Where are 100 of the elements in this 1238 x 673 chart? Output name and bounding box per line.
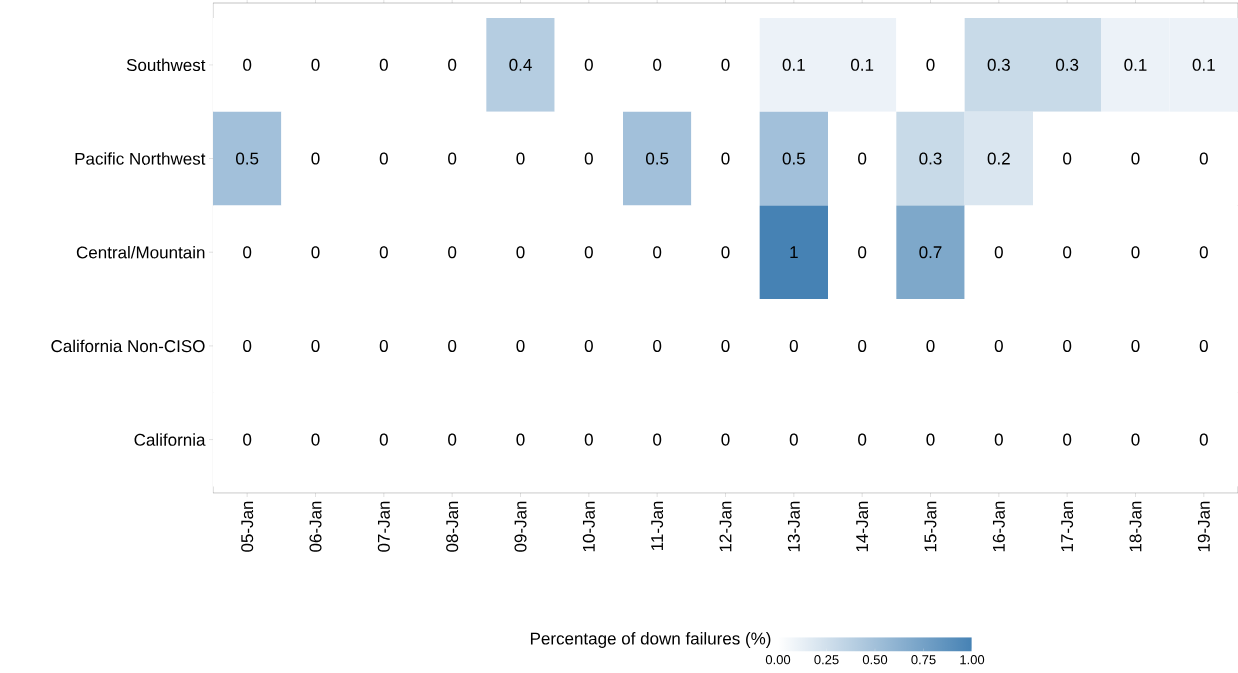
data-label: 0 bbox=[858, 246, 867, 259]
data-label: 0 bbox=[311, 58, 320, 71]
y-tick-label: Central/Mountain bbox=[76, 245, 205, 259]
data-label: 0 bbox=[243, 433, 252, 446]
x-tick-label: 10-Jan bbox=[582, 501, 595, 552]
data-label: 1 bbox=[790, 246, 798, 259]
x-tick-label: 12-Jan bbox=[719, 501, 732, 552]
data-label: 0.1 bbox=[851, 58, 874, 71]
data-label: 0 bbox=[858, 433, 867, 446]
x-tick-label: 06-Jan bbox=[309, 501, 322, 552]
data-label: 0.2 bbox=[987, 152, 1010, 165]
data-label: 0 bbox=[243, 246, 252, 259]
y-tick-label: California bbox=[134, 433, 206, 446]
color-bar-label: 0.75 bbox=[911, 655, 936, 665]
data-label: 0 bbox=[379, 433, 388, 446]
color-bar-label: 1.00 bbox=[960, 655, 985, 665]
x-tick-label: 15-Jan bbox=[924, 501, 937, 552]
data-label: 0 bbox=[1199, 152, 1208, 165]
data-label: 0 bbox=[1131, 152, 1140, 165]
data-label: 0 bbox=[584, 152, 593, 165]
data-label: 0 bbox=[994, 433, 1003, 446]
data-label: 0 bbox=[243, 339, 252, 352]
x-tick-label: 19-Jan bbox=[1197, 501, 1210, 552]
x-tick-label: 11-Jan bbox=[651, 501, 664, 550]
data-label: 0 bbox=[1199, 246, 1208, 259]
x-tick-label: 07-Jan bbox=[377, 501, 390, 552]
data-label: 0 bbox=[1063, 152, 1072, 165]
x-tick-label: 16-Jan bbox=[992, 501, 1005, 552]
data-label: 0 bbox=[721, 246, 730, 259]
data-label: 0 bbox=[721, 433, 730, 446]
y-tick-label: Southwest bbox=[126, 58, 206, 72]
x-tick-label: 17-Jan bbox=[1061, 501, 1074, 552]
color-bar-title: Percentage of down failures (%) bbox=[530, 632, 771, 648]
data-label: 0 bbox=[1199, 433, 1208, 446]
data-label: 0 bbox=[448, 246, 457, 259]
data-label: 0.1 bbox=[1124, 58, 1147, 71]
data-label: 0 bbox=[584, 246, 593, 259]
data-label: 0 bbox=[516, 246, 525, 259]
data-label: 0 bbox=[926, 58, 935, 71]
data-label: 0 bbox=[379, 246, 388, 259]
data-label: 0.3 bbox=[1056, 58, 1079, 71]
data-label: 0 bbox=[379, 152, 388, 165]
data-label: 0 bbox=[311, 339, 320, 352]
data-label: 0 bbox=[379, 339, 388, 352]
x-tick-label: 05-Jan bbox=[241, 501, 254, 552]
data-label: 0.5 bbox=[782, 152, 805, 165]
data-label: 0 bbox=[789, 339, 798, 352]
data-label: 0 bbox=[584, 339, 593, 352]
data-label: 0 bbox=[311, 246, 320, 259]
data-label: 0 bbox=[653, 58, 662, 71]
data-label: 0 bbox=[243, 58, 252, 71]
data-label: 0 bbox=[584, 58, 593, 71]
data-label: 0.7 bbox=[919, 246, 942, 259]
data-label: 0.5 bbox=[646, 152, 669, 165]
data-label: 0.1 bbox=[1192, 58, 1215, 71]
data-label: 0 bbox=[311, 152, 320, 165]
data-label: 0 bbox=[516, 339, 525, 352]
data-label: 0 bbox=[858, 339, 867, 352]
data-label: 0 bbox=[1131, 433, 1140, 446]
data-label: 0 bbox=[653, 339, 662, 352]
y-tick-label: Pacific Northwest bbox=[75, 152, 206, 165]
data-label: 0 bbox=[1131, 339, 1140, 352]
data-label: 0 bbox=[721, 58, 730, 71]
data-label: 0 bbox=[653, 433, 662, 446]
data-label: 0 bbox=[721, 339, 730, 352]
x-tick-label: 14-Jan bbox=[856, 501, 869, 552]
data-label: 0.5 bbox=[236, 152, 259, 165]
data-label: 0.4 bbox=[509, 58, 532, 71]
x-tick-label: 13-Jan bbox=[787, 501, 800, 552]
y-tick-label: California Non-CISO bbox=[51, 339, 205, 353]
data-label: 0 bbox=[516, 152, 525, 165]
data-label: 0.3 bbox=[987, 58, 1010, 71]
data-label: 0 bbox=[311, 433, 320, 446]
color-bar-label: 0.50 bbox=[862, 655, 888, 665]
color-bar-label: 0.25 bbox=[814, 655, 839, 665]
data-label: 0 bbox=[994, 246, 1003, 259]
data-label: 0 bbox=[1063, 246, 1072, 259]
data-label: 0 bbox=[516, 433, 525, 446]
data-label: 0 bbox=[584, 433, 593, 446]
data-label: 0 bbox=[926, 339, 935, 352]
x-tick-label: 09-Jan bbox=[514, 501, 527, 552]
data-label: 0 bbox=[858, 152, 867, 165]
data-label: 0 bbox=[653, 246, 662, 259]
data-label: 0 bbox=[1063, 339, 1072, 352]
color-bar-label: 0.00 bbox=[765, 655, 791, 665]
data-label: 0 bbox=[448, 58, 457, 71]
data-label: 0.1 bbox=[782, 58, 805, 71]
data-label: 0 bbox=[448, 339, 457, 352]
data-label: 0 bbox=[379, 58, 388, 71]
x-tick-label: 18-Jan bbox=[1129, 501, 1142, 552]
data-label: 0 bbox=[721, 152, 730, 165]
data-label: 0.3 bbox=[919, 152, 942, 165]
data-label: 0 bbox=[789, 433, 798, 446]
data-label: 0 bbox=[1199, 339, 1208, 352]
data-label: 0 bbox=[448, 152, 457, 165]
data-label: 0 bbox=[994, 339, 1003, 352]
data-label: 0 bbox=[448, 433, 457, 446]
x-tick-label: 08-Jan bbox=[446, 501, 459, 552]
data-label: 0 bbox=[1131, 246, 1140, 259]
data-label: 0 bbox=[926, 433, 935, 446]
